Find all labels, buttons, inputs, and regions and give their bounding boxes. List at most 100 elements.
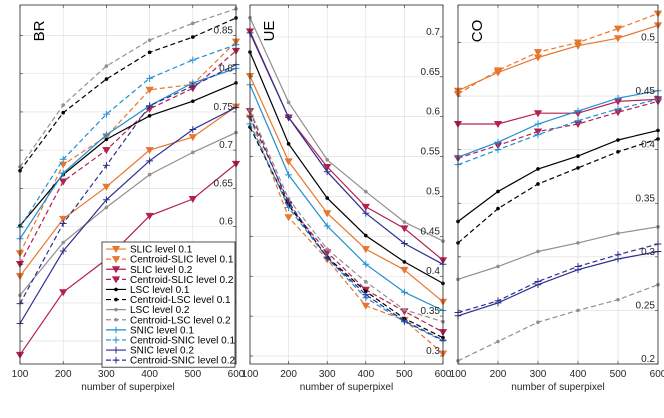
series-line bbox=[19, 17, 237, 172]
y-tick-label: 0.65 bbox=[214, 178, 234, 189]
y-tick-label: 0.7 bbox=[426, 27, 440, 38]
data-point bbox=[103, 196, 110, 204]
legend-label: Centroid-SNIC level 0.2 bbox=[130, 356, 235, 367]
legend-item: Centroid-SNIC level 0.2 bbox=[106, 356, 235, 367]
data-point bbox=[616, 231, 620, 236]
data-point bbox=[574, 107, 582, 115]
series-line bbox=[457, 250, 659, 317]
x-tick-label: 400 bbox=[141, 369, 158, 380]
data-point bbox=[147, 50, 152, 55]
series-line bbox=[19, 64, 237, 304]
x-tick-label: 400 bbox=[570, 369, 587, 380]
x-tick-label: 600 bbox=[228, 369, 245, 380]
data-point bbox=[103, 131, 110, 139]
data-point bbox=[574, 117, 582, 125]
legend-marker bbox=[112, 336, 120, 344]
data-point bbox=[323, 210, 332, 218]
data-point bbox=[191, 21, 195, 26]
data-point bbox=[574, 263, 582, 270]
data-point bbox=[536, 320, 540, 325]
y-tick-label: 0.35 bbox=[636, 193, 656, 204]
data-point bbox=[147, 38, 152, 42]
legend-label: LSC level 0.2 bbox=[130, 305, 190, 316]
x-tick-label: 600 bbox=[435, 369, 452, 380]
data-point bbox=[361, 246, 370, 254]
y-tick-label: 0.3 bbox=[641, 247, 655, 258]
y-tick-label: 0.5 bbox=[426, 186, 440, 197]
data-point bbox=[285, 171, 292, 179]
series-line bbox=[19, 132, 237, 296]
data-point bbox=[61, 103, 65, 107]
series-6 bbox=[456, 225, 660, 282]
data-point bbox=[614, 105, 622, 113]
data-point bbox=[323, 222, 331, 230]
x-tick-label: 100 bbox=[242, 369, 259, 380]
series-8 bbox=[246, 81, 447, 314]
series-5 bbox=[456, 137, 660, 245]
series-line bbox=[457, 284, 659, 362]
data-point bbox=[401, 240, 408, 247]
x-axis-label: number of superpixel bbox=[81, 382, 174, 393]
legend-label: Centroid-LSC level 0.2 bbox=[130, 315, 231, 326]
panel-title: BR bbox=[31, 20, 48, 41]
data-point bbox=[534, 131, 542, 139]
legend-label: Centroid-SLIC level 0.2 bbox=[130, 275, 234, 286]
data-point bbox=[103, 110, 110, 118]
y-tick-label: 0.4 bbox=[641, 140, 655, 151]
y-tick-label: 0.6 bbox=[219, 217, 233, 228]
data-point bbox=[534, 278, 542, 285]
series-line bbox=[19, 106, 237, 277]
data-point bbox=[613, 35, 623, 43]
x-tick-label: 300 bbox=[530, 369, 547, 380]
series-line bbox=[457, 13, 659, 95]
legend-marker bbox=[114, 317, 118, 322]
legend-item: Centroid-SNIC level 0.1 bbox=[106, 335, 235, 346]
series-line bbox=[457, 129, 659, 222]
data-point bbox=[400, 225, 409, 233]
series-7 bbox=[456, 282, 660, 363]
data-point bbox=[284, 214, 293, 222]
legend-marker bbox=[111, 276, 121, 284]
legend-item: Centroid-LSC level 0.1 bbox=[106, 295, 231, 306]
data-point bbox=[614, 94, 622, 102]
series-line bbox=[249, 51, 444, 284]
data-point bbox=[59, 247, 67, 255]
data-point bbox=[402, 307, 407, 312]
data-point bbox=[325, 247, 330, 251]
data-point bbox=[188, 134, 197, 142]
data-point bbox=[103, 162, 110, 169]
series-line bbox=[249, 110, 444, 323]
series-line bbox=[249, 84, 444, 312]
x-tick-label: 500 bbox=[184, 369, 201, 380]
series-line bbox=[249, 31, 444, 261]
panel-ue: 100 200 300 400 500 600 0.3 0.35 0.4 0.45 0.5 0.55 0… bbox=[242, 4, 452, 393]
legend-item: SLIC level 0.1 bbox=[106, 245, 193, 256]
series-4 bbox=[248, 50, 445, 286]
legend-item: LSC level 0.2 bbox=[106, 305, 190, 316]
series-5 bbox=[18, 16, 238, 173]
data-point bbox=[189, 56, 197, 64]
panel-title: CO bbox=[469, 20, 486, 43]
data-point bbox=[616, 150, 620, 154]
series-7 bbox=[248, 108, 445, 324]
series-line bbox=[249, 123, 444, 342]
y-tick-label: 0.55 bbox=[421, 147, 441, 158]
data-point bbox=[402, 220, 407, 224]
series-0 bbox=[245, 73, 448, 306]
data-point bbox=[59, 169, 67, 177]
legend-item: SLIC level 0.2 bbox=[106, 265, 193, 276]
data-point bbox=[493, 120, 503, 128]
data-point bbox=[362, 209, 370, 217]
data-point bbox=[536, 182, 540, 186]
series-line bbox=[19, 44, 237, 228]
data-point bbox=[364, 233, 368, 238]
series-9 bbox=[246, 120, 447, 345]
series-line bbox=[249, 110, 444, 333]
y-tick-label: 0.35 bbox=[421, 306, 441, 317]
data-point bbox=[189, 82, 197, 90]
y-tick-label: 0.2 bbox=[641, 354, 655, 365]
data-point bbox=[323, 163, 332, 171]
data-point bbox=[191, 99, 195, 104]
series-line bbox=[457, 226, 659, 280]
